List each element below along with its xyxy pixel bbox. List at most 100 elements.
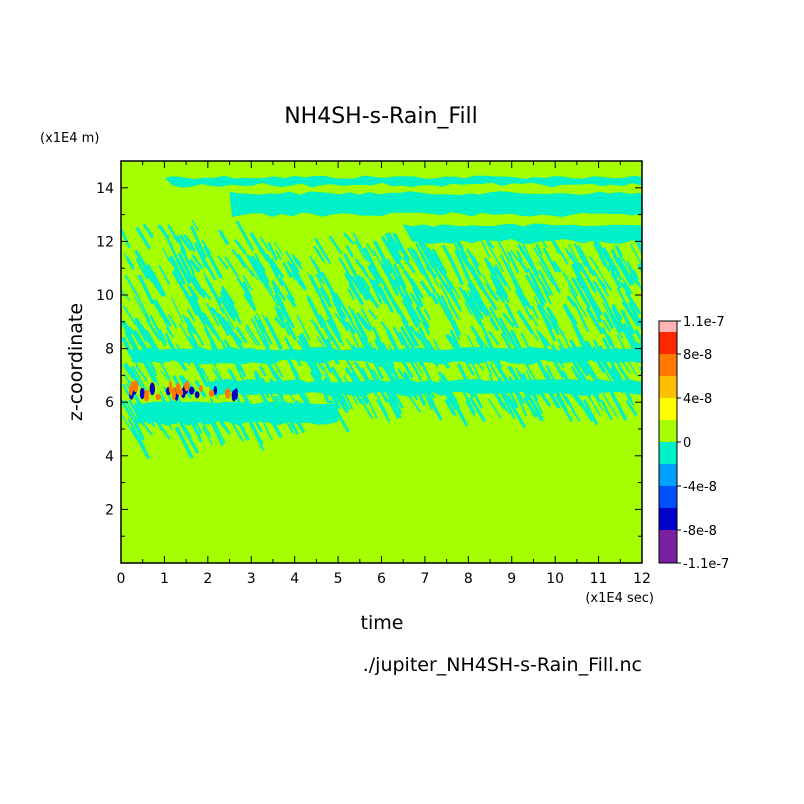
field-streak xyxy=(256,375,269,392)
x-tick-label: 12 xyxy=(633,571,651,587)
field-streak xyxy=(416,353,434,385)
field-streak xyxy=(470,387,483,409)
field-streak xyxy=(422,255,439,287)
field-streak xyxy=(485,351,493,364)
field-streak xyxy=(589,256,599,270)
field-streak xyxy=(239,342,249,357)
field-streak xyxy=(517,310,534,334)
field-streak xyxy=(325,338,340,365)
field-streak xyxy=(369,263,379,279)
field-streak xyxy=(348,305,358,322)
field-streak xyxy=(485,283,499,302)
field-streak xyxy=(183,425,192,438)
field-streak xyxy=(239,389,251,407)
field-streak xyxy=(330,366,345,388)
field-streak xyxy=(211,347,222,364)
field-streak xyxy=(190,225,207,259)
field-streak xyxy=(460,387,476,414)
field-streak xyxy=(163,350,171,363)
field-streak xyxy=(201,239,211,254)
field-streak xyxy=(202,312,221,341)
field-streak xyxy=(618,280,627,292)
x-unit-label: (x1E4 sec) xyxy=(585,591,654,606)
field-streak xyxy=(451,319,461,336)
field-streak xyxy=(243,400,263,433)
field-streak xyxy=(510,329,522,350)
field-streak xyxy=(210,399,227,429)
field-streak xyxy=(121,229,131,248)
field-streak xyxy=(347,288,355,300)
colorbar-label: 0 xyxy=(683,436,691,451)
field-streak xyxy=(277,406,295,434)
field-streak xyxy=(448,317,461,341)
field-streak xyxy=(442,244,457,271)
field-streak xyxy=(200,288,212,300)
field-streak xyxy=(157,356,171,380)
field-streak xyxy=(124,274,137,295)
field-streak xyxy=(146,319,161,341)
field-streak xyxy=(601,392,618,417)
field-streak xyxy=(222,308,235,330)
field-spot xyxy=(155,393,161,401)
field-streak xyxy=(363,247,382,280)
field-streak xyxy=(616,347,628,362)
field-streak xyxy=(334,312,346,328)
colorbar-label: -8e-8 xyxy=(683,524,717,539)
plot-area xyxy=(121,161,642,563)
field-streak xyxy=(560,330,570,347)
field-streak xyxy=(517,287,530,305)
field-streak xyxy=(306,360,319,379)
field-streak xyxy=(245,324,261,346)
field-streak xyxy=(397,276,413,305)
field-streak xyxy=(625,291,641,315)
field-streak xyxy=(583,399,598,425)
y-unit-label: (x1E4 m) xyxy=(40,131,99,146)
field-streak xyxy=(637,263,642,274)
colorbar-swatch xyxy=(659,530,677,563)
field-streak xyxy=(415,244,428,266)
field-streak xyxy=(361,367,378,396)
field-streak xyxy=(528,375,540,397)
field-streak xyxy=(376,399,391,423)
field-streak xyxy=(615,244,623,258)
field-streak xyxy=(182,347,194,362)
field-streak xyxy=(419,280,433,297)
field-streak xyxy=(314,237,331,264)
field-streak xyxy=(488,331,500,346)
colorbar-swatch xyxy=(659,376,677,398)
x-tick-label: 7 xyxy=(420,571,429,587)
field-streak xyxy=(530,315,539,327)
field-streak xyxy=(350,275,364,295)
field-streak xyxy=(270,367,283,383)
field-streak xyxy=(256,386,270,407)
field-streak xyxy=(210,307,223,323)
field-streak xyxy=(567,284,577,300)
field-streak xyxy=(400,314,419,347)
field-streak xyxy=(243,392,259,418)
field-streak xyxy=(269,378,284,398)
field-spot xyxy=(144,389,148,402)
x-tick-label: 5 xyxy=(334,571,343,587)
field-band xyxy=(229,191,642,218)
field-streak xyxy=(439,284,451,303)
field-streak xyxy=(551,237,569,265)
field-spot xyxy=(149,382,156,396)
field-streak xyxy=(483,236,495,249)
field-streak xyxy=(430,261,450,292)
field-streak xyxy=(444,399,456,416)
field-streak xyxy=(187,275,202,296)
field-streak xyxy=(288,270,297,281)
field-streak xyxy=(576,396,594,422)
field-streak xyxy=(408,383,418,400)
field-streak xyxy=(345,245,354,258)
field-streak xyxy=(388,344,396,355)
field-streak xyxy=(469,359,485,388)
colorbar-label: 8e-8 xyxy=(683,348,712,363)
field-streak xyxy=(351,345,363,357)
field-streak xyxy=(563,304,579,331)
field-streak xyxy=(409,325,421,341)
field-streak xyxy=(487,261,504,292)
field-streak xyxy=(338,257,354,281)
field-streak xyxy=(575,365,592,395)
field-streak xyxy=(354,240,366,261)
